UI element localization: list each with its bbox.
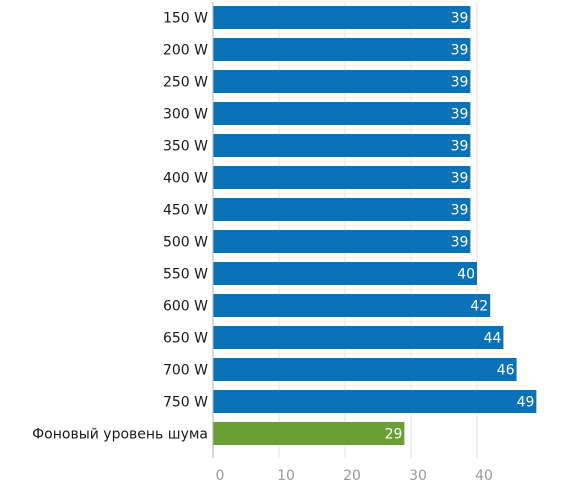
- x-tick-label: 10: [277, 468, 295, 484]
- data-label: 39: [451, 139, 469, 155]
- category-label: 250 W: [163, 75, 208, 91]
- category-label: Фоновый уровень шума: [32, 427, 208, 443]
- category-label: 400 W: [163, 171, 208, 187]
- data-label: 44: [484, 331, 502, 347]
- data-label: 39: [451, 235, 469, 251]
- bar: [213, 38, 471, 61]
- bar: [213, 70, 471, 93]
- category-label: 600 W: [163, 299, 208, 315]
- category-label: 200 W: [163, 43, 208, 59]
- category-label: 450 W: [163, 203, 208, 219]
- category-label: 500 W: [163, 235, 208, 251]
- data-label: 42: [470, 299, 488, 315]
- category-label: 300 W: [163, 107, 208, 123]
- category-label: 350 W: [163, 139, 208, 155]
- data-label: 40: [457, 267, 475, 283]
- bar: [213, 422, 405, 445]
- category-label: 650 W: [163, 331, 208, 347]
- category-label: 550 W: [163, 267, 208, 283]
- category-label: 150 W: [163, 11, 208, 27]
- bar: [213, 326, 504, 349]
- x-tick-label: 30: [409, 468, 427, 484]
- x-tick-label: 20: [343, 468, 361, 484]
- bar: [213, 6, 471, 29]
- data-label: 39: [451, 171, 469, 187]
- data-label: 39: [451, 203, 469, 219]
- bar: [213, 230, 471, 253]
- category-labels: 150 W 200 W 250 W 300 W 350 W 400 W 450 W 500 W…: [32, 11, 208, 443]
- x-axis: 0 10 20 30 40: [212, 2, 493, 484]
- category-label: 700 W: [163, 363, 208, 379]
- data-label: 39: [451, 75, 469, 91]
- bar: [213, 358, 517, 381]
- bar: [213, 102, 471, 125]
- bar: [213, 294, 491, 317]
- bar: [213, 134, 471, 157]
- data-label: 29: [385, 427, 403, 443]
- data-label: 39: [451, 43, 469, 59]
- bar: [213, 198, 471, 221]
- data-label: 39: [451, 11, 469, 27]
- bar: [213, 262, 477, 285]
- x-tick-label: 40: [475, 468, 493, 484]
- data-label: 46: [497, 363, 515, 379]
- bar: [213, 166, 471, 189]
- x-tick-label: 0: [216, 468, 225, 484]
- category-label: 750 W: [163, 395, 208, 411]
- bars: [213, 6, 537, 445]
- data-label: 49: [517, 395, 535, 411]
- data-label: 39: [451, 107, 469, 123]
- grid-lines: [278, 2, 478, 452]
- bar: [213, 390, 537, 413]
